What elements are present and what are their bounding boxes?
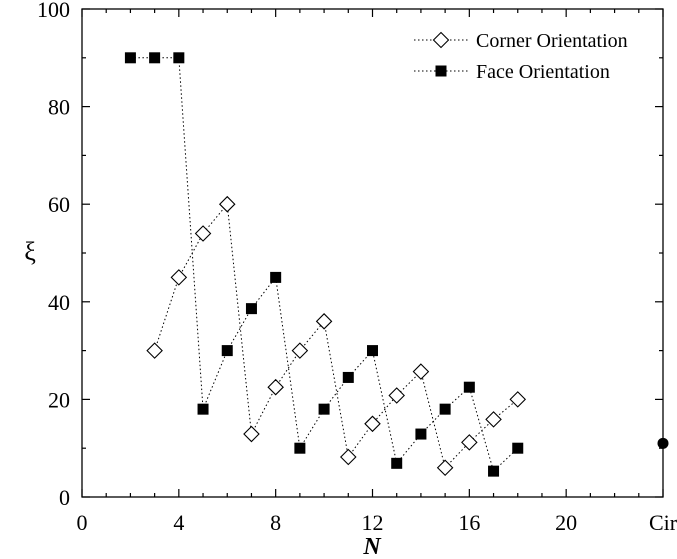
y-tick-label: 60 <box>48 192 70 217</box>
data-point <box>194 225 212 242</box>
legend-label: Face Orientation <box>476 61 610 83</box>
x-tick-label: 0 <box>77 510 88 535</box>
data-point <box>270 271 282 283</box>
data-point <box>267 378 284 396</box>
axis-ticks <box>81 8 664 498</box>
data-point <box>340 448 357 466</box>
series-line <box>154 202 519 469</box>
data-point <box>243 425 260 443</box>
data-point <box>245 303 257 315</box>
data-point <box>461 434 478 451</box>
data-point <box>439 403 451 415</box>
data-point <box>391 457 403 469</box>
x-tick-label: 20 <box>555 510 577 535</box>
data-point <box>221 345 233 357</box>
y-tick-label: 20 <box>48 387 70 412</box>
data-point <box>485 411 502 428</box>
y-tick-label: 0 <box>59 485 70 510</box>
data-point <box>124 52 136 64</box>
data-point <box>149 52 161 64</box>
legend: Corner Orientation Face Orientation <box>414 30 628 83</box>
data-point <box>218 195 236 213</box>
data-point <box>315 313 333 330</box>
data-point <box>512 442 524 454</box>
data-point <box>318 403 330 415</box>
y-tick-label: 80 <box>48 95 70 120</box>
data-point <box>388 387 405 404</box>
y-axis-title: ξ <box>24 237 36 266</box>
data-point <box>173 52 185 64</box>
y-tick-label: 40 <box>48 290 70 315</box>
data-point <box>412 363 430 380</box>
x-tick-labels: 0 4 8 12 16 20 Cir <box>77 510 677 535</box>
y-tick-labels: 0 20 40 60 80 100 <box>37 0 70 510</box>
data-point <box>291 342 309 359</box>
data-point <box>415 428 427 440</box>
data-point <box>364 415 381 433</box>
data-point <box>509 391 527 408</box>
data-point <box>197 403 209 415</box>
series-markers <box>124 52 669 477</box>
data-point <box>342 371 354 383</box>
data-point <box>294 442 306 454</box>
x-axis-title: N <box>362 534 382 559</box>
data-point <box>367 345 378 357</box>
data-point <box>146 342 163 359</box>
legend-marker <box>432 31 450 49</box>
x-tick-label: 4 <box>173 510 184 535</box>
series-line <box>130 57 519 473</box>
data-point <box>170 269 188 286</box>
y-tick-label: 100 <box>37 0 70 22</box>
series-lines <box>130 57 519 473</box>
legend-label: Corner Orientation <box>476 30 628 52</box>
data-point <box>463 381 475 393</box>
x-tick-label: 8 <box>270 510 281 535</box>
data-point <box>657 437 669 449</box>
x-tick-label: Cir <box>649 510 677 535</box>
legend-marker <box>435 65 447 77</box>
data-point <box>436 459 454 476</box>
x-tick-label: 16 <box>458 510 480 535</box>
x-tick-label: 12 <box>362 510 384 535</box>
data-point <box>488 465 500 477</box>
